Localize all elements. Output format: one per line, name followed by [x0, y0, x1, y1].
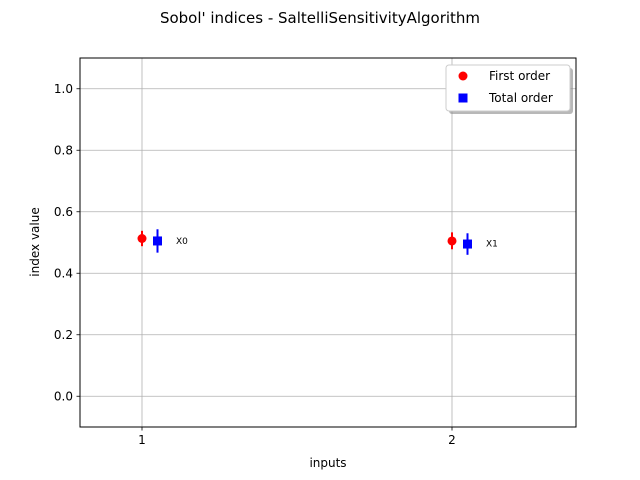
y-tick-label: 1.0: [54, 82, 73, 96]
y-tick-label: 0.2: [54, 328, 73, 342]
legend-entry-label: Total order: [488, 91, 553, 105]
y-axis-label: index value: [28, 207, 42, 276]
first-order-point: [137, 234, 147, 244]
y-tick-label: 0.8: [54, 143, 73, 157]
point-annotation: X1: [486, 239, 498, 249]
data-marks: X0 X1: [137, 229, 498, 255]
first-order-point: [447, 236, 457, 246]
x-axis-label: inputs: [309, 456, 346, 470]
point-annotation: X0: [176, 237, 188, 247]
y-tick-label: 0.4: [54, 266, 73, 280]
y-tick-label: 0.6: [54, 205, 73, 219]
legend: First order Total order: [445, 64, 573, 114]
total-order-point: [463, 239, 472, 249]
x-tick-label: 2: [448, 433, 456, 447]
legend-box: [445, 64, 571, 112]
y-tick-label: 0.0: [54, 389, 73, 403]
legend-entry-label: First order: [489, 69, 550, 83]
chart-title: Sobol' indices - SaltelliSensitivityAlgo…: [160, 9, 480, 27]
grid-lines: [80, 58, 576, 427]
y-axis-ticks: 0.0 0.2 0.4 0.6 0.8 1.0: [54, 82, 80, 403]
legend-total-order-marker: [458, 93, 468, 103]
total-order-point: [153, 236, 162, 246]
x-tick-label: 1: [138, 433, 146, 447]
legend-first-order-marker: [458, 71, 468, 81]
plot-frame: [79, 57, 577, 428]
